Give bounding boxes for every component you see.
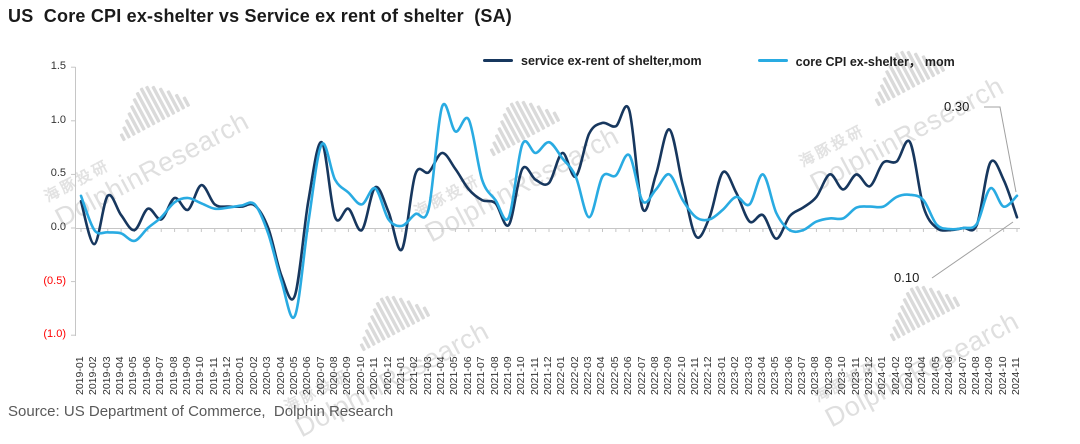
chart-title: US Core CPI ex-shelter vs Service ex ren… bbox=[8, 6, 512, 26]
x-axis-label: 2024-02 bbox=[889, 356, 902, 395]
x-axis-label: 2024-11 bbox=[1010, 357, 1022, 395]
x-axis-label: 2023-09 bbox=[822, 356, 835, 395]
x-axis-label: 2019-12 bbox=[221, 356, 234, 395]
x-axis-label: 2024-06 bbox=[943, 356, 956, 395]
x-axis-label: 2020-12 bbox=[381, 356, 394, 395]
x-axis-label: 2019-01 bbox=[74, 356, 86, 395]
x-axis-label: 2023-02 bbox=[729, 356, 742, 395]
series-line-service-ex-rent bbox=[79, 105, 1019, 301]
x-axis-label: 2021-01 bbox=[394, 356, 407, 395]
x-axis-label: 2022-01 bbox=[555, 356, 568, 395]
x-axis-label: 2019-10 bbox=[194, 356, 207, 395]
x-axis-label: 2023-01 bbox=[715, 356, 728, 395]
data-label-annotation: 0.30 bbox=[944, 99, 970, 114]
y-axis-label: 0.5 bbox=[50, 167, 66, 180]
x-axis-label: 2020-04 bbox=[274, 356, 287, 395]
callout-line bbox=[984, 106, 1017, 193]
legend-line-swatch-navy bbox=[483, 59, 513, 62]
x-axis-label: 2022-10 bbox=[675, 356, 688, 395]
x-axis-label: 2023-07 bbox=[796, 356, 809, 395]
legend-line-swatch-cyan bbox=[757, 59, 788, 62]
x-axis-label: 2020-09 bbox=[341, 356, 354, 395]
x-axis-label: 2021-02 bbox=[408, 356, 421, 395]
x-axis-label: 2023-12 bbox=[862, 356, 875, 395]
x-axis-label: 2022-08 bbox=[648, 356, 661, 395]
x-axis-label: 2024-09 bbox=[983, 356, 996, 395]
legend-item-service-ex-rent: service ex-rent of shelter,mom bbox=[483, 54, 702, 68]
x-axis-label: 2021-08 bbox=[488, 356, 501, 395]
x-axis-label: 2020-06 bbox=[301, 356, 314, 395]
x-axis-label: 2024-07 bbox=[956, 356, 969, 395]
legend-item-core-cpi: core CPI ex-shelter， mom bbox=[757, 51, 955, 70]
x-axis-label: 2021-06 bbox=[461, 356, 474, 395]
x-axis-label: 2023-08 bbox=[809, 356, 822, 395]
legend-label: service ex-rent of shelter,mom bbox=[521, 53, 702, 68]
x-axis-label: 2020-01 bbox=[234, 356, 247, 395]
x-axis-label: 2019-02 bbox=[87, 356, 100, 395]
x-axis-label: 2023-03 bbox=[742, 356, 755, 395]
x-axis-label: 2022-02 bbox=[568, 356, 581, 395]
x-axis-label: 2022-04 bbox=[595, 356, 608, 395]
y-axis-label: 0.0 bbox=[50, 221, 66, 233]
y-axis-label: (0.5) bbox=[43, 274, 66, 287]
x-axis-label: 2024-01 bbox=[876, 356, 889, 395]
x-axis-label: 2021-03 bbox=[421, 356, 434, 395]
x-axis-label: 2021-11 bbox=[528, 357, 541, 395]
x-axis-label: 2021-09 bbox=[501, 356, 514, 395]
x-axis-label: 2019-07 bbox=[154, 356, 167, 395]
x-axis-label: 2020-08 bbox=[328, 356, 341, 395]
legend-label: core CPI ex-shelter， mom bbox=[795, 55, 955, 69]
x-axis-label: 2023-06 bbox=[782, 356, 795, 395]
x-axis-label: 2021-07 bbox=[475, 356, 488, 395]
series-line-core-cpi-ex-shelter bbox=[79, 102, 1019, 320]
x-axis-label: 2020-07 bbox=[314, 356, 327, 395]
x-axis-label: 2022-03 bbox=[582, 356, 595, 395]
x-axis-label: 2022-06 bbox=[622, 356, 635, 395]
x-axis-label: 2023-04 bbox=[755, 356, 768, 395]
x-axis-label: 2022-05 bbox=[608, 356, 621, 395]
x-axis-label: 2023-05 bbox=[769, 356, 782, 395]
x-axis-label: 2021-12 bbox=[542, 356, 554, 395]
x-axis-label: 2024-04 bbox=[916, 356, 929, 395]
x-axis-label: 2019-09 bbox=[180, 356, 193, 395]
x-axis-label: 2024-10 bbox=[996, 356, 1009, 395]
source-note: Source: US Department of Commerce, Dolph… bbox=[8, 403, 394, 420]
x-axis-label: 2019-04 bbox=[114, 356, 127, 395]
callout-line bbox=[931, 221, 1014, 279]
x-axis-label: 2019-06 bbox=[140, 356, 153, 395]
x-axis-label: 2022-07 bbox=[635, 356, 648, 395]
x-axis-label: 2023-11 bbox=[849, 357, 862, 395]
x-axis-label: 2020-03 bbox=[261, 356, 274, 395]
x-axis-label: 2019-05 bbox=[127, 356, 140, 395]
data-label-annotation: 0.10 bbox=[894, 270, 920, 285]
y-axis-label: 1.0 bbox=[50, 113, 66, 126]
x-axis-label: 2020-10 bbox=[354, 356, 367, 395]
x-axis-label: 2020-02 bbox=[247, 356, 260, 395]
x-axis-label: 2019-03 bbox=[100, 356, 113, 395]
chart-legend: service ex-rent of shelter,mom core CPI … bbox=[483, 51, 955, 70]
y-axis-label: 1.5 bbox=[50, 60, 66, 73]
x-axis-label: 2022-11 bbox=[689, 357, 702, 395]
x-axis-label: 2024-05 bbox=[929, 356, 942, 395]
x-axis-label: 2024-03 bbox=[903, 356, 916, 395]
x-axis-label: 2019-08 bbox=[167, 356, 180, 395]
y-axis-label: (1.0) bbox=[43, 328, 66, 341]
x-axis-label: 2021-04 bbox=[435, 356, 448, 395]
x-axis-label: 2019-11 bbox=[207, 357, 220, 395]
x-axis-label: 2020-05 bbox=[287, 356, 300, 395]
x-axis-label: 2022-09 bbox=[662, 356, 675, 395]
x-axis-label: 2021-10 bbox=[515, 356, 528, 395]
x-axis-label: 2024-08 bbox=[969, 356, 982, 395]
x-axis-label: 2023-10 bbox=[836, 356, 849, 395]
x-axis-label: 2022-12 bbox=[702, 356, 715, 395]
x-axis-label: 2021-05 bbox=[448, 356, 461, 395]
x-axis-label: 2020-11 bbox=[368, 357, 381, 395]
